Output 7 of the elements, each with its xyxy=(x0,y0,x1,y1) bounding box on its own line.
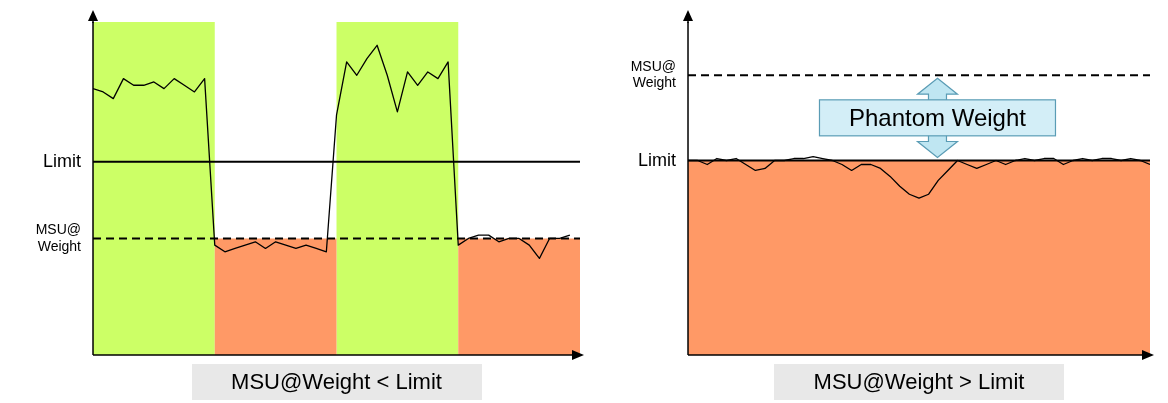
x-axis-title: MSU@Weight > Limit xyxy=(774,364,1064,400)
ref-line-label: MSU@Weight xyxy=(35,221,82,254)
x-axis-title: MSU@Weight < Limit xyxy=(191,364,482,400)
ref-line-label: MSU@Weight xyxy=(630,57,677,90)
ref-line-label: Limit xyxy=(42,150,82,171)
ref-line-label: Limit xyxy=(637,149,677,170)
text: Phantom Weight xyxy=(848,104,1027,132)
